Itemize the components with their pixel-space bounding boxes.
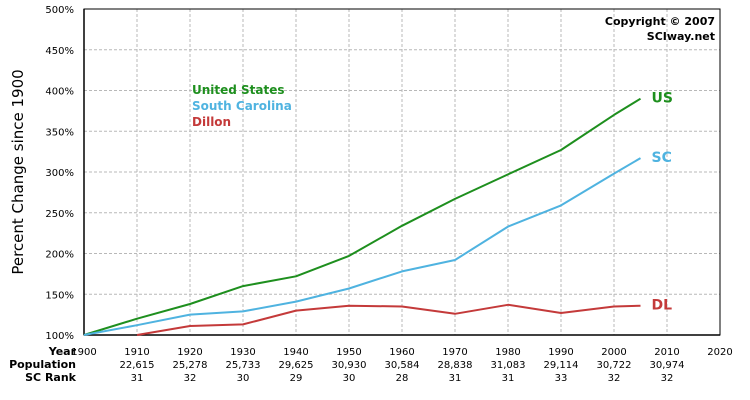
legend-entry: United States: [192, 83, 285, 97]
table-population: 22,615: [120, 360, 155, 371]
x-tick-label: 1900: [71, 347, 96, 358]
series-line: [136, 303, 641, 336]
table-rank: 28: [396, 373, 409, 384]
y-tick-label: 300%: [45, 168, 74, 179]
table-row-label: Year: [48, 345, 77, 358]
series-line: [83, 97, 642, 336]
table-rank: 30: [343, 373, 356, 384]
y-axis-title: Percent Change since 1900: [9, 69, 27, 274]
table-population: 31,083: [491, 360, 526, 371]
table-population: 30,930: [332, 360, 367, 371]
y-tick-label: 500%: [45, 5, 74, 16]
table-rank: 31: [131, 373, 144, 384]
x-tick-label: 1910: [124, 347, 149, 358]
y-tick-label: 250%: [45, 209, 74, 220]
series-line: [83, 157, 642, 336]
table-population: 29,625: [279, 360, 314, 371]
y-tick-label: 200%: [45, 250, 74, 261]
table-row-label: SC Rank: [25, 371, 77, 384]
table-rank: 31: [449, 373, 462, 384]
x-tick-label: 1990: [548, 347, 573, 358]
labels: US SC DL United States South Carolina Dillon C…: [192, 15, 715, 314]
table-population: 25,278: [173, 360, 208, 371]
table-rank: 29: [290, 373, 303, 384]
copyright-text: SCIway.net: [647, 30, 715, 43]
table-population: 29,114: [544, 360, 579, 371]
y-tick-label: 150%: [45, 290, 74, 301]
axes: 100% 150% 200% 250% 300% 350% 400% 450% 500% 1900…: [9, 5, 733, 358]
series-end-label: DL: [652, 298, 673, 314]
x-tick-label: 1970: [442, 347, 467, 358]
y-tick-label: 450%: [45, 46, 74, 57]
grid: [84, 8, 721, 335]
table-population: 30,722: [597, 360, 632, 371]
table-rank: 33: [555, 373, 568, 384]
x-tick-label: 1920: [177, 347, 202, 358]
table-rank: 30: [237, 373, 250, 384]
table-row-label: Population: [9, 358, 76, 371]
y-tick-label: 350%: [45, 127, 74, 138]
table-population: 30,584: [385, 360, 420, 371]
table-rank: 32: [661, 373, 674, 384]
y-tick-label: 100%: [45, 331, 74, 342]
x-tick-label: 1940: [283, 347, 308, 358]
series-end-label: SC: [652, 150, 672, 166]
legend-entry: Dillon: [192, 115, 231, 129]
table-population: 30,974: [650, 360, 685, 371]
copyright-text: Copyright © 2007: [605, 15, 715, 28]
x-tick-label: 2010: [654, 347, 679, 358]
series-lines: [83, 97, 642, 336]
x-tick-label: 1950: [336, 347, 361, 358]
y-tick-label: 400%: [45, 87, 74, 98]
table-population: 28,838: [438, 360, 473, 371]
x-tick-label: 1960: [389, 347, 414, 358]
table-rank: 31: [502, 373, 515, 384]
series-end-label: US: [652, 91, 673, 107]
x-tick-label: 1930: [230, 347, 255, 358]
x-tick-label: 2000: [601, 347, 626, 358]
legend-entry: South Carolina: [192, 99, 292, 113]
x-tick-label: 2020: [707, 347, 732, 358]
table-rank: 32: [184, 373, 197, 384]
table-rank: 32: [608, 373, 621, 384]
x-tick-label: 1980: [495, 347, 520, 358]
table-population: 25,733: [226, 360, 261, 371]
